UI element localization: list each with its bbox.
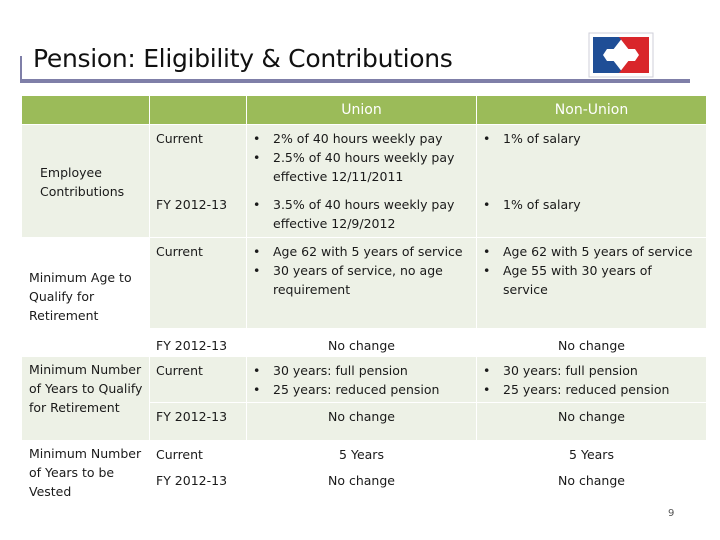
period-fy: FY 2012-13 (156, 473, 228, 488)
period-current: Current (150, 125, 246, 191)
cell-nonunion-years-current: 30 years: full pension 25 years: reduced… (477, 357, 706, 402)
cell-union-vested-current: 5 Years (339, 447, 384, 462)
header-blank-1 (22, 96, 149, 124)
cell-nonunion-vested-current: 5 Years (569, 447, 614, 462)
header-non-union: Non-Union (477, 96, 706, 124)
cell-union-years-fy: No change (247, 403, 476, 440)
bullet-item: 30 years of service, no age requirement (253, 261, 470, 299)
cell-union-vested-fy: No change (328, 473, 395, 488)
bullet-item: Age 62 with 5 years of service (483, 242, 700, 261)
period-fy: FY 2012-13 (150, 403, 246, 440)
cell-nonunion-contrib-current: 1% of salary (477, 125, 706, 191)
cell-nonunion-years-fy: No change (477, 403, 706, 440)
period-current: Current (150, 357, 246, 402)
bullet-item: 1% of salary (483, 195, 700, 214)
septa-logo-icon (588, 32, 654, 78)
cell-union-contrib-current: 2% of 40 hours weekly pay 2.5% of 40 hou… (247, 125, 476, 191)
page-number: 9 (668, 508, 675, 519)
bullet-item: Age 62 with 5 years of service (253, 242, 470, 261)
cell-nonunion-age-current: Age 62 with 5 years of service Age 55 wi… (477, 238, 706, 328)
row-label-text: Employee Contributions (40, 165, 125, 199)
period-current: Current (150, 238, 246, 328)
cell-union-contrib-fy: 3.5% of 40 hours weekly pay effective 12… (247, 191, 476, 237)
bullet-item: 1% of salary (483, 129, 700, 148)
row-label-text: Minimum Number of Years to Qualify for R… (29, 362, 143, 415)
bullet-item: 2% of 40 hours weekly pay (253, 129, 470, 148)
bullet-item: 2.5% of 40 hours weekly pay effective 12… (253, 148, 470, 186)
row-label-minimum-years-retirement: Minimum Number of Years to Qualify for R… (22, 357, 149, 440)
slide-title: Pension: Eligibility & Contributions (33, 44, 453, 73)
cell-union-age-fy: No change (328, 338, 395, 353)
cell-union-age-current: Age 62 with 5 years of service 30 years … (247, 238, 476, 328)
title-underline (20, 79, 690, 83)
row-label-text: Minimum Age to Qualify for Retirement (29, 270, 132, 323)
title-accent (20, 56, 22, 83)
period-current: Current (156, 447, 203, 462)
cell-nonunion-age-fy: No change (558, 338, 625, 353)
period-fy: FY 2012-13 (156, 338, 228, 353)
bullet-item: Age 55 with 30 years of service (483, 261, 700, 299)
bullet-item: 3.5% of 40 hours weekly pay effective 12… (253, 195, 470, 233)
header-blank-2 (150, 96, 246, 124)
bullet-item: 30 years: full pension (253, 361, 470, 380)
row-label-minimum-age: Minimum Age to Qualify for Retirement (22, 238, 149, 355)
row-label-minimum-years-vested: Minimum Number of Years to be Vested (22, 441, 149, 503)
period-fy: FY 2012-13 (150, 191, 246, 237)
row-label-employee-contributions: Employee Contributions (22, 125, 149, 237)
row-label-text: Minimum Number of Years to be Vested (29, 446, 142, 499)
header-union: Union (247, 96, 476, 124)
cell-nonunion-vested-fy: No change (558, 473, 625, 488)
bullet-item: 25 years: reduced pension (483, 380, 700, 399)
bullet-item: 25 years: reduced pension (253, 380, 470, 399)
cell-union-years-current: 30 years: full pension 25 years: reduced… (247, 357, 476, 402)
bullet-item: 30 years: full pension (483, 361, 700, 380)
cell-nonunion-contrib-fy: 1% of salary (477, 191, 706, 237)
